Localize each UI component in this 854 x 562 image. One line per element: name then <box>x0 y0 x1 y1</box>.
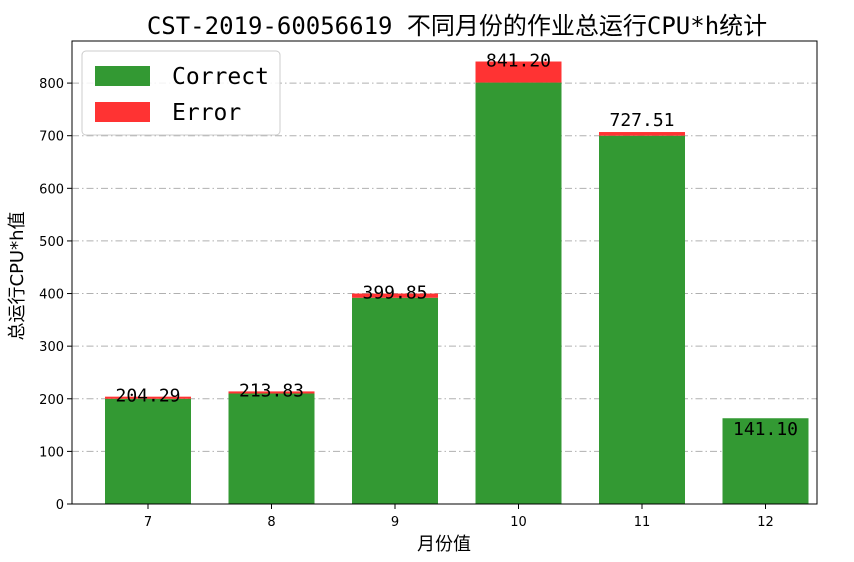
legend-label-correct: Correct <box>172 64 269 90</box>
x-tick-label: 10 <box>510 515 527 530</box>
x-tick-label: 12 <box>757 515 774 530</box>
legend: Correct Error <box>81 50 281 136</box>
bar-error-9 <box>352 293 438 298</box>
bar-correct-8 <box>228 393 315 504</box>
chart-title: CST-2019-60056619 不同月份的作业总运行CPU*h统计 <box>147 12 767 40</box>
y-tick-label: 100 <box>39 445 64 460</box>
y-tick-label: 600 <box>39 182 64 197</box>
data-label-8: 213.83 <box>239 380 304 401</box>
x-tick-label: 8 <box>267 515 275 530</box>
x-tick-label: 9 <box>391 515 399 530</box>
data-label-11: 727.51 <box>609 110 674 131</box>
y-tick-label: 0 <box>56 498 64 513</box>
bar-correct-11 <box>599 135 685 505</box>
y-tick-label: 500 <box>39 235 64 250</box>
bar-error-10 <box>475 61 562 83</box>
y-tick-label: 800 <box>39 77 64 92</box>
plot-frame <box>71 40 818 505</box>
bar-error-8 <box>228 391 315 394</box>
x-tick-label: 11 <box>634 515 651 530</box>
data-label-7: 204.29 <box>115 386 180 407</box>
y-tick-label: 200 <box>39 393 64 408</box>
bars <box>105 61 809 505</box>
legend-swatch-error <box>95 102 150 122</box>
data-label-9: 399.85 <box>362 283 427 304</box>
legend-swatch-correct <box>95 66 150 86</box>
data-label-10: 841.20 <box>486 50 551 71</box>
bar-correct-9 <box>352 297 438 504</box>
y-axis-label: 总运行CPU*h值 <box>7 211 28 340</box>
x-axis-ticks: 7 8 9 10 11 12 <box>144 504 774 530</box>
data-label-12: 141.10 <box>733 419 798 440</box>
bar-error-7 <box>105 396 191 399</box>
y-tick-label: 300 <box>39 340 64 355</box>
bar-correct-7 <box>105 398 191 504</box>
bar-correct-10 <box>475 82 562 505</box>
y-tick-label: 700 <box>39 130 64 145</box>
x-axis-label: 月份值 <box>417 534 471 555</box>
data-labels: 204.29 213.83 399.85 841.20 727.51 141.10 <box>115 50 798 439</box>
x-tick-label: 7 <box>144 515 152 530</box>
legend-label-error: Error <box>172 100 241 126</box>
y-axis-ticks: 0 100 200 300 400 500 600 700 800 <box>39 77 72 513</box>
bar-error-11 <box>599 132 685 136</box>
gridlines <box>72 82 817 452</box>
bar-correct-12 <box>722 418 809 504</box>
y-tick-label: 400 <box>39 288 64 303</box>
